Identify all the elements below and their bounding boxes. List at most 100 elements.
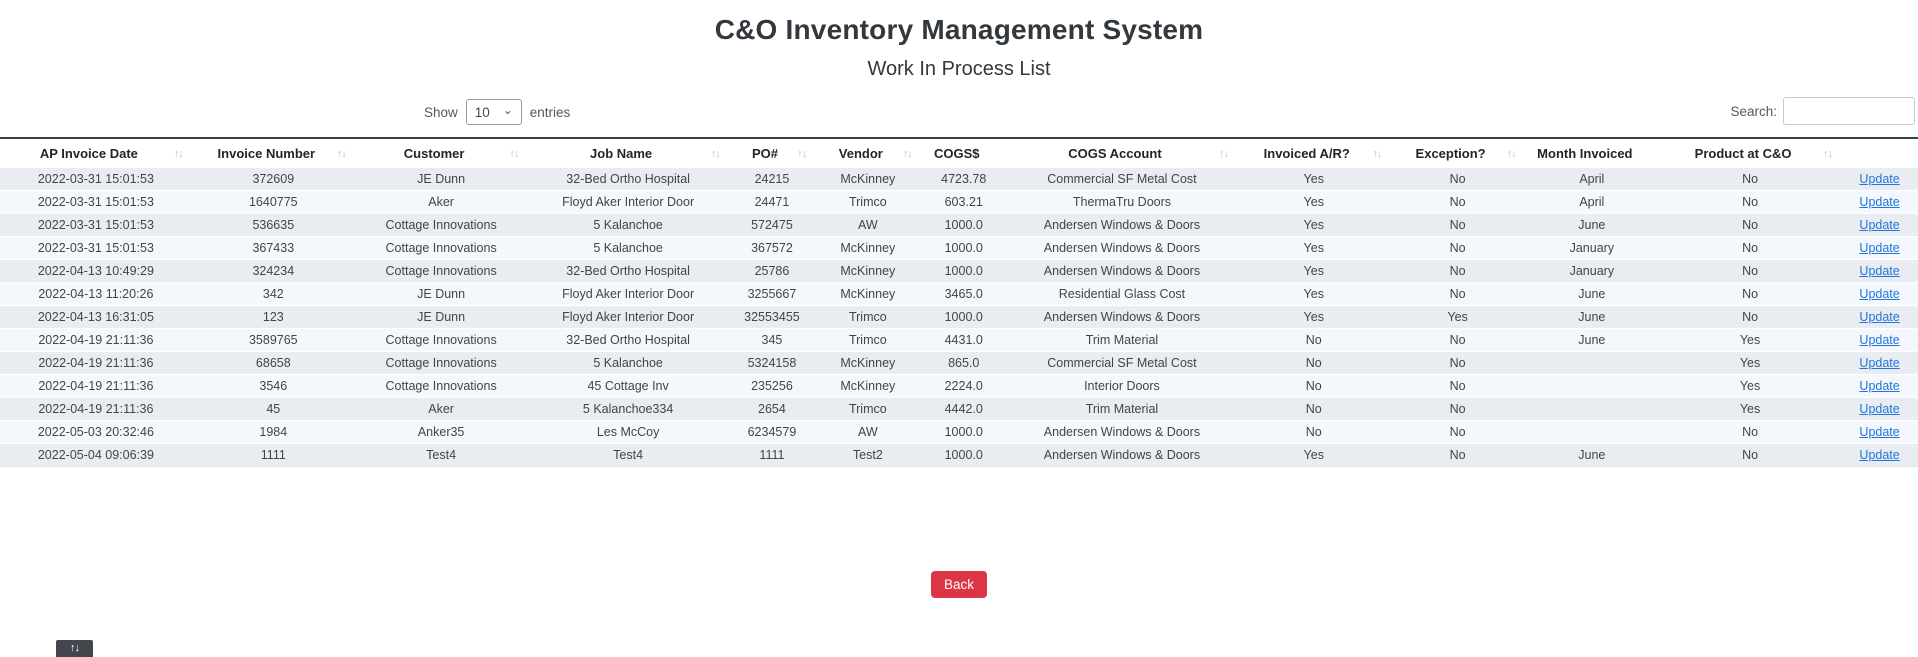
col-header-label: Invoice Number: [217, 146, 316, 161]
col-header-ap-invoice-date[interactable]: AP Invoice Date ↑↓: [0, 137, 192, 168]
cell-ap-invoice-date: 2022-03-31 15:01:53: [0, 190, 192, 214]
cell-cogs-amount: 4442.0: [920, 397, 1007, 421]
cell-actions: Update: [1841, 328, 1918, 352]
cell-product-at-co: No: [1658, 190, 1842, 214]
col-header-customer[interactable]: Customer ↑↓: [354, 137, 528, 168]
update-link[interactable]: Update: [1859, 448, 1900, 462]
update-link[interactable]: Update: [1859, 172, 1900, 186]
update-link[interactable]: Update: [1859, 218, 1900, 232]
cell-month-invoiced: June: [1524, 305, 1659, 329]
col-header-label: COGS Account: [1068, 146, 1162, 161]
col-header-cogs-account[interactable]: COGS Account ↑↓: [1006, 137, 1238, 168]
table-body: 2022-03-31 15:01:53 372609 JE Dunn 32-Bed O…: [0, 168, 1918, 467]
cell-invoiced-ar: No: [1237, 397, 1391, 421]
table-row: 2022-04-13 10:49:29 324234 Cottage Innovat…: [0, 259, 1918, 283]
cell-po-number: 235256: [728, 374, 816, 398]
cell-invoice-number: 68658: [191, 351, 355, 375]
sort-icon: ↑↓: [1506, 147, 1517, 160]
cell-po-number: 25786: [728, 259, 816, 283]
sort-icon: ↑↓: [902, 147, 913, 160]
cell-ap-invoice-date: 2022-05-04 09:06:39: [0, 443, 192, 467]
sort-icon: ↑↓: [1372, 147, 1382, 160]
cell-vendor: McKinney: [815, 282, 921, 306]
cell-actions: Update: [1841, 190, 1918, 214]
cell-invoiced-ar: No: [1237, 420, 1391, 444]
update-link[interactable]: Update: [1859, 195, 1900, 209]
cell-product-at-co: Yes: [1658, 374, 1842, 398]
col-header-exception[interactable]: Exception? ↑↓: [1390, 137, 1525, 168]
cell-product-at-co: No: [1658, 236, 1842, 260]
cell-customer: Cottage Innovations: [354, 374, 528, 398]
update-link[interactable]: Update: [1859, 402, 1900, 416]
cell-customer: Aker: [354, 190, 528, 214]
cell-job-name: 45 Cottage Inv: [527, 374, 729, 398]
cell-month-invoiced: June: [1524, 282, 1659, 306]
col-header-invoiced-ar[interactable]: Invoiced A/R? ↑↓: [1237, 137, 1391, 168]
sort-icon: ↑↓: [336, 147, 347, 160]
page-subtitle: Work In Process List: [867, 58, 1051, 80]
update-link[interactable]: Update: [1859, 287, 1900, 301]
cell-actions: Update: [1841, 443, 1918, 467]
cell-ap-invoice-date: 2022-04-13 10:49:29: [0, 259, 192, 283]
cell-exception: No: [1390, 190, 1525, 214]
page-size-select[interactable]: 10 ⌄: [465, 99, 522, 125]
cell-exception: No: [1390, 443, 1525, 467]
cell-cogs-account: Commercial SF Metal Cost: [1006, 168, 1238, 191]
cell-invoice-number: 342: [191, 282, 355, 306]
sort-icon: ↑↓: [173, 147, 184, 160]
cell-po-number: 572475: [728, 213, 816, 237]
cell-product-at-co: Yes: [1658, 351, 1842, 375]
cell-vendor: McKinney: [815, 236, 921, 260]
cell-vendor: AW: [815, 213, 921, 237]
update-link[interactable]: Update: [1859, 333, 1900, 347]
cell-po-number: 367572: [728, 236, 816, 260]
search-input[interactable]: [1783, 97, 1915, 125]
search-group: Search:: [1730, 97, 1915, 125]
cell-cogs-account: ThermaTru Doors: [1006, 190, 1238, 214]
cell-month-invoiced: [1524, 351, 1659, 375]
update-link[interactable]: Update: [1859, 310, 1900, 324]
cell-month-invoiced: [1524, 374, 1659, 398]
col-header-label: AP Invoice Date: [39, 146, 138, 161]
col-header-po-number[interactable]: PO# ↑↓: [728, 137, 816, 168]
back-button[interactable]: Back: [930, 571, 987, 598]
chevron-down-icon: ⌄: [502, 103, 513, 117]
col-header-invoice-number[interactable]: Invoice Number ↑↓: [191, 137, 355, 168]
cell-ap-invoice-date: 2022-05-03 20:32:46: [0, 420, 192, 444]
cell-actions: Update: [1841, 236, 1918, 260]
cell-job-name: 5 Kalanchoe: [527, 213, 729, 237]
cell-cogs-amount: 1000.0: [920, 259, 1007, 283]
col-header-job-name[interactable]: Job Name ↑↓: [527, 137, 729, 168]
cell-po-number: 6234579: [728, 420, 816, 444]
table-row: 2022-03-31 15:01:53 367433 Cottage Innovat…: [0, 236, 1918, 260]
update-link[interactable]: Update: [1859, 241, 1900, 255]
update-link[interactable]: Update: [1859, 425, 1900, 439]
cell-month-invoiced: April: [1524, 168, 1659, 191]
cell-ap-invoice-date: 2022-04-19 21:11:36: [0, 351, 192, 375]
cell-job-name: 5 Kalanchoe: [527, 236, 729, 260]
cell-vendor: Test2: [815, 443, 921, 467]
table-row: 2022-04-13 16:31:05 123 JE Dunn Floyd Aker …: [0, 305, 1918, 329]
cell-job-name: 32-Bed Ortho Hospital: [527, 259, 729, 283]
footer-actions: Back: [0, 571, 1918, 598]
cell-invoice-number: 324234: [191, 259, 355, 283]
update-link[interactable]: Update: [1859, 356, 1900, 370]
update-link[interactable]: Update: [1859, 379, 1900, 393]
search-label: Search:: [1730, 103, 1777, 119]
cell-cogs-amount: 1000.0: [920, 420, 1007, 444]
cell-cogs-amount: 1000.0: [920, 305, 1007, 329]
table-row: 2022-04-19 21:11:36 3589765 Cottage Innova…: [0, 328, 1918, 352]
cell-invoiced-ar: No: [1237, 328, 1391, 352]
col-header-product-at-co[interactable]: Product at C&O ↑↓: [1658, 137, 1842, 168]
cell-po-number: 345: [728, 328, 816, 352]
table-row: 2022-04-19 21:11:36 3546 Cottage Innovatio…: [0, 374, 1918, 398]
col-header-label: Month Invoiced: [1537, 146, 1633, 161]
header-row: AP Invoice Date ↑↓ Invoice Number ↑↓ Custome…: [0, 137, 1918, 168]
cell-ap-invoice-date: 2022-04-19 21:11:36: [0, 374, 192, 398]
cell-product-at-co: No: [1658, 282, 1842, 306]
cell-vendor: Trimco: [815, 190, 921, 214]
cell-job-name: 32-Bed Ortho Hospital: [527, 168, 729, 191]
cell-exception: No: [1390, 351, 1525, 375]
update-link[interactable]: Update: [1859, 264, 1900, 278]
col-header-vendor[interactable]: Vendor ↑↓: [815, 137, 921, 168]
